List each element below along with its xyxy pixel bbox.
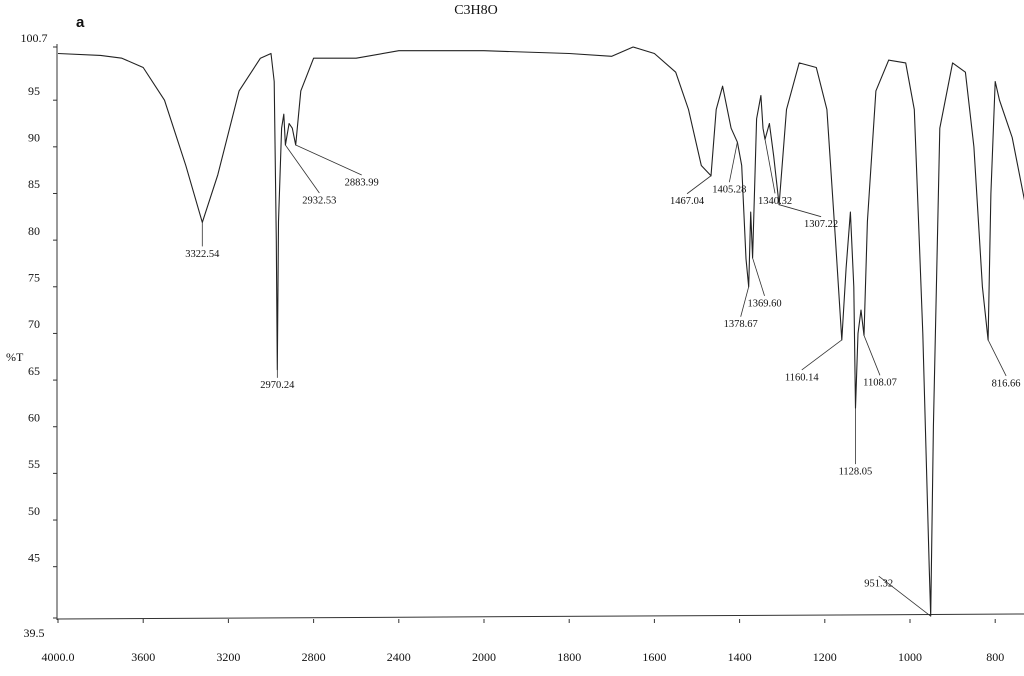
y-tick-label: 39.5	[24, 626, 45, 640]
peak-label: 1307.22	[804, 219, 838, 230]
peak-leader	[987, 339, 1007, 377]
y-tick-label: 85	[28, 177, 40, 191]
peak-leader	[728, 142, 738, 183]
y-tick-label: 95	[28, 84, 40, 98]
peak-label: 1405.28	[712, 185, 746, 196]
peak-leader	[779, 204, 822, 218]
y-tick-label: 60	[28, 410, 40, 424]
peak-label: 1128.05	[839, 466, 873, 477]
peak-leader	[878, 575, 931, 617]
peak-leader	[764, 139, 776, 194]
peak-leader	[295, 144, 362, 176]
x-tick-label: 800	[986, 650, 1004, 664]
y-axis-label: %T	[6, 350, 24, 364]
y-tick-label: 65	[28, 364, 40, 378]
peak-leader	[740, 286, 750, 317]
spectrum-line	[57, 46, 1024, 617]
x-tick-label: 4000.0	[42, 650, 75, 664]
peak-label: 816.66	[992, 378, 1021, 389]
x-tick-label: 1600	[642, 650, 666, 664]
y-tick-label: 50	[28, 504, 40, 518]
peak-label: 3322.54	[185, 249, 220, 260]
panel-label: a	[76, 14, 85, 31]
x-tick-label: 3200	[216, 650, 240, 664]
peak-label: 2883.99	[345, 177, 379, 188]
peak-label: 1378.67	[724, 319, 758, 330]
y-tick-label: 100.7	[21, 31, 48, 45]
chart-title: C3H8O	[454, 3, 498, 18]
y-tick-label: 70	[28, 317, 40, 331]
x-tick-label: 2800	[302, 650, 326, 664]
peak-label: 1467.04	[670, 196, 705, 207]
peak-label: 2970.24	[260, 380, 295, 391]
y-tick-label: 45	[28, 550, 40, 564]
peak-leader	[686, 175, 712, 195]
x-tick-label: 1200	[813, 650, 837, 664]
x-tick-label: 1400	[728, 650, 752, 664]
x-axis	[56, 613, 1024, 620]
y-tick-label: 55	[28, 457, 40, 471]
peak-label: 2932.53	[302, 195, 336, 206]
x-tick-label: 1800	[557, 650, 581, 664]
y-tick-label: 90	[28, 131, 40, 145]
peak-leader	[863, 335, 881, 376]
peak-label: 1108.07	[863, 378, 897, 389]
x-tick-label: 2000	[472, 650, 496, 664]
x-tick-label: 3600	[131, 650, 155, 664]
peak-leader	[801, 339, 843, 371]
peak-label: 1340.32	[758, 196, 792, 207]
y-tick-label: 80	[28, 224, 40, 238]
peak-leader	[285, 144, 320, 194]
peak-label: 1369.60	[747, 298, 781, 309]
peak-label: 951.32	[864, 579, 893, 590]
x-tick-label: 1000	[898, 650, 922, 664]
peak-label: 1160.14	[785, 372, 819, 383]
x-tick-label: 2400	[387, 650, 411, 664]
peak-leader	[752, 257, 765, 296]
y-tick-label: 75	[28, 271, 40, 285]
